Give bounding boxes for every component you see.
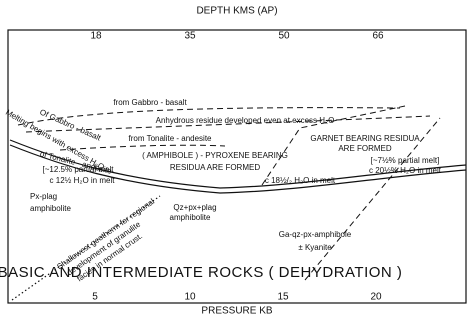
solidus-line	[9, 139, 467, 189]
label: [~7½% partial melt]	[371, 156, 440, 165]
label: Anhydrous residue developed even at exce…	[156, 116, 335, 125]
bottom-tick: 5	[92, 292, 98, 303]
dashed-boundary	[59, 144, 226, 151]
bottom-tick: 10	[184, 292, 196, 303]
bottom-tick: 15	[277, 292, 289, 303]
solidus-line	[9, 144, 467, 194]
label: ( AMPHIBOLE ) - PYROXENE BEARING	[142, 151, 288, 160]
top-tick: 66	[372, 31, 384, 42]
top-tick: 50	[278, 31, 290, 42]
label: amphibolite	[170, 213, 211, 222]
label: c 20½% H₂O in melt	[369, 166, 442, 175]
label: [~12.5% partial melt	[43, 165, 115, 174]
frame	[7, 29, 467, 304]
label: GARNET BEARING RESIDUA	[310, 134, 420, 143]
label: Px-plag	[30, 192, 57, 201]
dashed-boundary	[261, 105, 406, 186]
label: from Gabbro - basalt	[113, 98, 187, 107]
diagram-title: BASIC AND INTERMEDIATE ROCKS ( DEHYDRATI…	[0, 264, 402, 281]
bottom-axis-title: PRESSURE KB	[201, 306, 272, 317]
label: Qz+px+plag	[173, 203, 216, 212]
top-tick: 35	[184, 31, 196, 42]
label: ± Kyanite	[298, 243, 332, 252]
label: from Tonalite - andesite	[128, 134, 212, 143]
dashed-boundary	[17, 107, 401, 126]
top-tick: 18	[90, 31, 102, 42]
bottom-tick: 20	[370, 292, 382, 303]
dashed-boundary	[304, 117, 441, 281]
dashed-boundary	[25, 115, 431, 133]
top-axis-title: DEPTH KMS (AP)	[196, 6, 277, 17]
label: Ga-qz-px-amphibole	[279, 230, 352, 239]
label: ARE FORMED	[338, 144, 392, 153]
label: amphibolite	[30, 204, 71, 213]
label: RESIDUA ARE FORMED	[170, 163, 260, 172]
label: c 12½ H₂O in melt	[50, 176, 116, 185]
label: c 18½/₂ H₂O in melt	[265, 176, 336, 185]
